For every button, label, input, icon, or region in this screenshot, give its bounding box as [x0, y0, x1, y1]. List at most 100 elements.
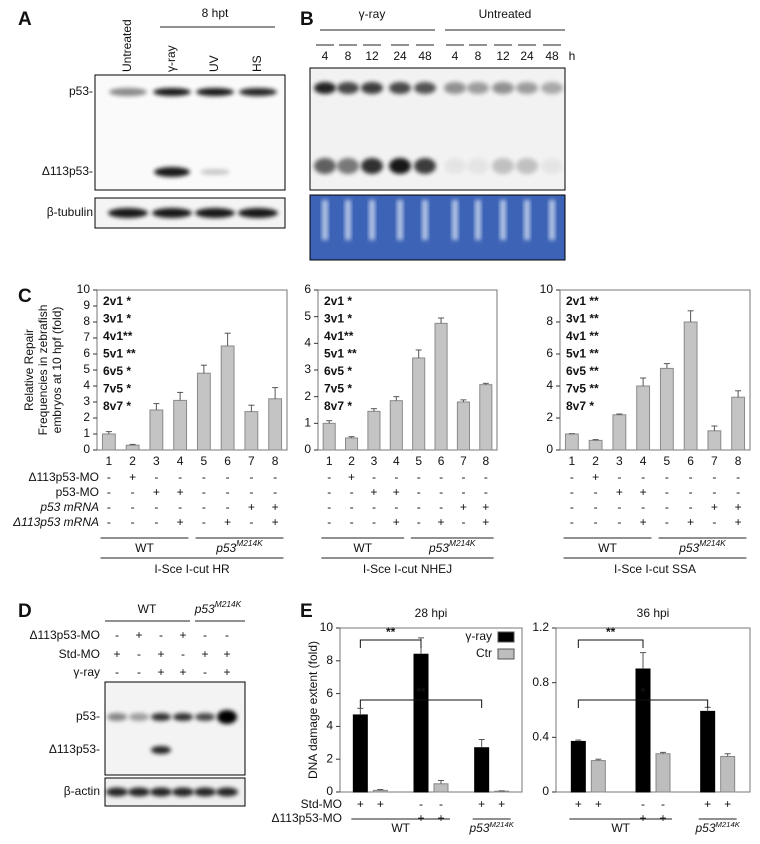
sign: - — [203, 665, 207, 679]
row-label: γ-ray — [73, 665, 100, 679]
group-label: p53M214K — [468, 820, 514, 836]
legend-swatch — [497, 631, 515, 643]
sign: - — [394, 470, 398, 484]
y-tick-label: 1 — [304, 416, 311, 430]
sign: + — [393, 515, 400, 529]
time-unit: h — [569, 49, 576, 63]
blot-band — [389, 158, 411, 174]
sign: + — [179, 665, 186, 679]
panel-letter: B — [300, 9, 314, 30]
sign: + — [272, 515, 279, 529]
chart-title: 28 hpi — [415, 606, 448, 620]
sign: - — [596, 811, 600, 825]
blot-band — [414, 82, 436, 94]
sign: + — [393, 485, 400, 499]
sign: - — [570, 470, 574, 484]
group-label-base: p53 — [194, 602, 215, 616]
bar — [700, 710, 716, 793]
blot-row-label: Δ113p53- — [49, 742, 100, 756]
group-label: p53M214K — [694, 820, 740, 836]
blot-band — [173, 713, 193, 721]
sign: - — [484, 470, 488, 484]
sign: - — [350, 485, 354, 499]
group-label-base: p53 — [694, 821, 715, 835]
sign: + — [735, 515, 742, 529]
blot — [104, 681, 246, 776]
y-tick-label: 0 — [326, 784, 333, 798]
group-label-sup: M214K — [699, 538, 726, 548]
time-label: 48 — [545, 49, 559, 63]
group-label-text: WT — [598, 541, 617, 555]
sign: - — [327, 470, 331, 484]
x-tick-label: 1 — [106, 454, 113, 468]
sign: - — [461, 470, 465, 484]
sign: - — [570, 500, 574, 514]
group-label: γ-ray — [359, 7, 386, 21]
sign: - — [372, 470, 376, 484]
blot-band — [337, 82, 359, 94]
sign: - — [439, 470, 443, 484]
time-label: 24 — [393, 49, 407, 63]
sign: - — [439, 797, 443, 811]
sign: - — [665, 470, 669, 484]
blot-band — [151, 713, 171, 721]
sign: - — [107, 470, 111, 484]
significance-label: ** — [606, 625, 616, 639]
sign: - — [137, 665, 141, 679]
time-label: 8 — [345, 49, 352, 63]
sign: - — [181, 647, 185, 661]
annotation: 5v1 ** — [103, 347, 136, 361]
sign: + — [639, 811, 646, 825]
column-label: UV — [207, 55, 221, 72]
time-label: 12 — [365, 49, 379, 63]
sign: - — [358, 811, 362, 825]
sign: - — [115, 665, 119, 679]
significance-bracket — [359, 699, 483, 708]
sign: - — [327, 500, 331, 514]
bar — [612, 414, 627, 451]
group-label-base: p53 — [678, 541, 699, 555]
sign: - — [736, 470, 740, 484]
sign: - — [665, 500, 669, 514]
sign: - — [617, 515, 621, 529]
sign: + — [482, 515, 489, 529]
x-tick-label: 2 — [348, 454, 355, 468]
time-label: 12 — [496, 49, 510, 63]
x-tick-label: 8 — [735, 454, 742, 468]
group-label-sup: M214K — [490, 820, 515, 829]
row-label: Δ113p53-MO — [29, 470, 100, 484]
gel-lane — [397, 200, 403, 240]
x-tick-label: 7 — [711, 454, 718, 468]
sign: - — [131, 485, 135, 499]
legend-label: Ctr — [476, 646, 492, 660]
time-label: 4 — [452, 49, 459, 63]
annotation: 4v1** — [103, 329, 133, 343]
blot-band — [150, 787, 172, 797]
sign: - — [594, 500, 598, 514]
sign: - — [203, 628, 207, 642]
sign: + — [223, 647, 230, 661]
blot-band — [467, 82, 489, 94]
treatment-label: 8 hpt — [202, 6, 229, 20]
group-label: p53M214K — [678, 538, 726, 555]
annotation: 7v5 * — [324, 382, 352, 396]
sign: - — [641, 500, 645, 514]
y-tick-label: 0.8 — [532, 675, 549, 689]
y-tick-label: 2 — [546, 410, 553, 424]
y-tick-label: 6 — [546, 346, 553, 360]
sign: - — [131, 515, 135, 529]
y-tick-label: 10 — [320, 620, 334, 634]
row-label: p53 mRNA — [39, 500, 99, 514]
sign: - — [159, 628, 163, 642]
significance-label: ** — [416, 685, 426, 699]
group-label-text: WT — [391, 821, 410, 835]
bar — [707, 430, 722, 451]
bar — [474, 747, 490, 793]
annotation: 6v5 ** — [566, 364, 599, 378]
group-label-sup: M214K — [215, 599, 242, 609]
significance-bracket — [577, 639, 644, 648]
annotation: 2v1 * — [103, 294, 131, 308]
sign: + — [157, 647, 164, 661]
sign: + — [498, 797, 505, 811]
blot-band — [516, 82, 538, 94]
